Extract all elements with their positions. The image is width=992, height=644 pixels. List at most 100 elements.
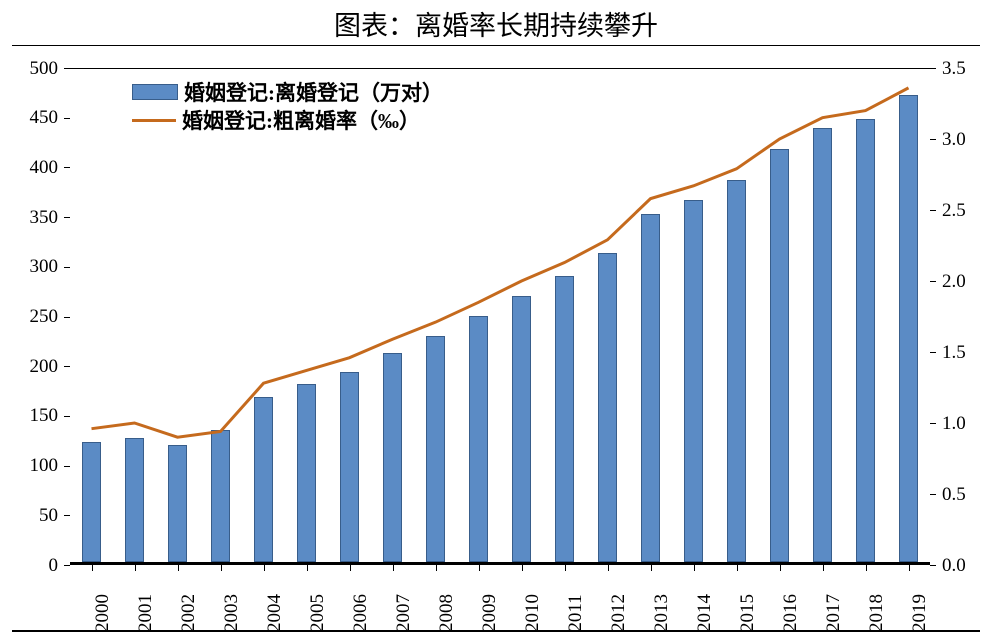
bar (899, 95, 918, 562)
bar (211, 430, 230, 562)
y-left-tick-mark (64, 317, 70, 318)
x-tick-mark (135, 565, 136, 571)
y-right-tick-mark (930, 139, 936, 140)
x-tick-mark (479, 565, 480, 571)
x-tick: 2000 (92, 594, 114, 632)
y-left-tick-mark (64, 466, 70, 467)
y-right-tick: 1.5 (942, 342, 966, 364)
y-left-tick-mark (64, 416, 70, 417)
y-right-tick-mark (930, 494, 936, 495)
x-tick: 2013 (651, 594, 673, 632)
bar (297, 384, 316, 562)
title-separator (12, 45, 980, 46)
y-left-tick-mark (64, 217, 70, 218)
y-left-tick-mark (64, 565, 70, 566)
x-tick-mark (350, 565, 351, 571)
x-tick: 2010 (522, 594, 544, 632)
bar (469, 316, 488, 562)
bar (813, 128, 832, 562)
bar-swatch-icon (132, 84, 178, 100)
bar (555, 276, 574, 562)
y-left-tick-mark (64, 68, 70, 69)
x-tick: 2007 (393, 594, 415, 632)
y-right-tick-mark (930, 423, 936, 424)
bar (684, 200, 703, 562)
x-tick-mark (92, 565, 93, 571)
y-left-tick-mark (64, 167, 70, 168)
bottom-separator (12, 630, 980, 632)
x-tick-mark (436, 565, 437, 571)
bar (727, 180, 746, 562)
x-tick-mark (522, 565, 523, 571)
x-tick: 2019 (909, 594, 931, 632)
legend-item-bar: 婚姻登记:离婚登记（万对） (132, 78, 443, 106)
y-right-tick-mark (930, 281, 936, 282)
x-tick-mark (264, 565, 265, 571)
x-tick: 2015 (737, 594, 759, 632)
x-tick-mark (565, 565, 566, 571)
bar (856, 119, 875, 562)
bar (254, 397, 273, 562)
y-right-tick: 0.5 (942, 484, 966, 506)
y-right-tick: 0.0 (942, 555, 966, 577)
x-tick: 2016 (780, 594, 802, 632)
y-right-tick: 2.0 (942, 271, 966, 293)
bar (426, 336, 445, 562)
y-right-tick-mark (930, 210, 936, 211)
x-tick: 2008 (436, 594, 458, 632)
chart-container: 图表：离婚率长期持续攀升 婚姻登记:离婚登记（万对） 婚姻登记:粗离婚率（‰） … (0, 0, 992, 644)
line-swatch-icon (132, 119, 176, 122)
y-left-tick: 50 (39, 505, 58, 527)
y-right-tick-mark (930, 352, 936, 353)
x-tick-mark (608, 565, 609, 571)
x-tick: 2005 (307, 594, 329, 632)
bar (82, 442, 101, 562)
bar (340, 372, 359, 562)
x-tick: 2011 (565, 594, 587, 631)
x-tick: 2014 (694, 594, 716, 632)
x-tick-mark (694, 565, 695, 571)
x-tick-mark (393, 565, 394, 571)
x-tick-mark (651, 565, 652, 571)
y-right-tick-mark (930, 68, 936, 69)
y-right-tick: 2.5 (942, 200, 966, 222)
legend-item-line: 婚姻登记:粗离婚率（‰） (132, 106, 443, 134)
y-left-tick: 400 (30, 157, 59, 179)
y-left-tick-mark (64, 267, 70, 268)
y-left-tick-mark (64, 366, 70, 367)
y-left-tick: 0 (49, 555, 59, 577)
bar (641, 214, 660, 562)
x-tick: 2001 (135, 594, 157, 632)
y-left-tick: 450 (30, 107, 59, 129)
x-tick-mark (909, 565, 910, 571)
x-tick: 2003 (221, 594, 243, 632)
y-left-tick: 300 (30, 256, 59, 278)
legend-bar-label: 婚姻登记:离婚登记（万对） (184, 77, 443, 107)
bar (125, 438, 144, 562)
x-tick: 2002 (178, 594, 200, 632)
x-tick: 2006 (350, 594, 372, 632)
bar (770, 149, 789, 563)
legend: 婚姻登记:离婚登记（万对） 婚姻登记:粗离婚率（‰） (132, 78, 443, 134)
x-tick: 2012 (608, 594, 630, 632)
bar (598, 253, 617, 562)
y-left-tick: 350 (30, 207, 59, 229)
y-right-tick: 3.0 (942, 129, 966, 151)
plot-area (70, 68, 930, 565)
bar (383, 353, 402, 562)
y-left-tick: 150 (30, 405, 59, 427)
y-left-tick: 100 (30, 455, 59, 477)
x-tick-mark (866, 565, 867, 571)
x-tick-mark (737, 565, 738, 571)
x-tick-mark (780, 565, 781, 571)
x-tick-mark (307, 565, 308, 571)
x-tick: 2009 (479, 594, 501, 632)
x-tick: 2018 (866, 594, 888, 632)
y-left-tick-mark (64, 118, 70, 119)
bar (168, 445, 187, 562)
y-left-tick: 250 (30, 306, 59, 328)
y-left-tick: 200 (30, 356, 59, 378)
y-right-tick: 3.5 (942, 58, 966, 80)
x-tick: 2017 (823, 594, 845, 632)
chart-title: 图表：离婚率长期持续攀升 (0, 0, 992, 43)
